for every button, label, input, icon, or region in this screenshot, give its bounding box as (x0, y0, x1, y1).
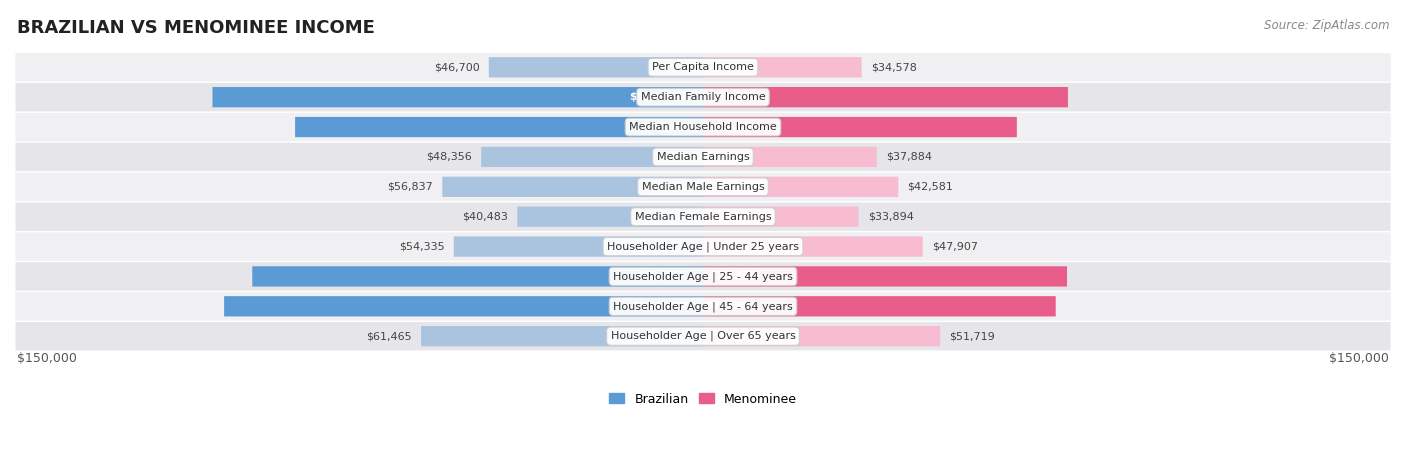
FancyBboxPatch shape (703, 147, 877, 167)
Text: $61,465: $61,465 (367, 331, 412, 341)
FancyBboxPatch shape (703, 57, 862, 78)
FancyBboxPatch shape (489, 57, 703, 78)
Text: Median Family Income: Median Family Income (641, 92, 765, 102)
Text: $46,700: $46,700 (434, 62, 479, 72)
Text: $106,942: $106,942 (630, 92, 688, 102)
Text: Source: ZipAtlas.com: Source: ZipAtlas.com (1264, 19, 1389, 32)
FancyBboxPatch shape (295, 117, 703, 137)
Text: Median Earnings: Median Earnings (657, 152, 749, 162)
Text: $56,837: $56,837 (388, 182, 433, 192)
FancyBboxPatch shape (15, 262, 1391, 290)
Text: $150,000: $150,000 (1329, 352, 1389, 365)
Text: Median Female Earnings: Median Female Earnings (634, 212, 772, 222)
FancyBboxPatch shape (443, 177, 703, 197)
Text: Householder Age | Over 65 years: Householder Age | Over 65 years (610, 331, 796, 341)
FancyBboxPatch shape (454, 236, 703, 257)
FancyBboxPatch shape (15, 292, 1391, 320)
FancyBboxPatch shape (703, 326, 941, 347)
FancyBboxPatch shape (703, 236, 922, 257)
FancyBboxPatch shape (15, 203, 1391, 231)
FancyBboxPatch shape (252, 266, 703, 287)
FancyBboxPatch shape (703, 206, 859, 227)
FancyBboxPatch shape (224, 296, 703, 317)
Text: $54,335: $54,335 (399, 241, 444, 252)
Text: $150,000: $150,000 (17, 352, 77, 365)
Text: $37,884: $37,884 (886, 152, 932, 162)
FancyBboxPatch shape (15, 173, 1391, 201)
Text: Householder Age | 45 - 64 years: Householder Age | 45 - 64 years (613, 301, 793, 311)
Text: $104,408: $104,408 (631, 301, 690, 311)
FancyBboxPatch shape (15, 143, 1391, 171)
Text: Per Capita Income: Per Capita Income (652, 62, 754, 72)
FancyBboxPatch shape (481, 147, 703, 167)
Text: $33,894: $33,894 (868, 212, 914, 222)
Text: Householder Age | Under 25 years: Householder Age | Under 25 years (607, 241, 799, 252)
Text: $98,267: $98,267 (636, 271, 686, 282)
Text: $68,423: $68,423 (699, 122, 749, 132)
FancyBboxPatch shape (420, 326, 703, 347)
FancyBboxPatch shape (15, 113, 1391, 141)
FancyBboxPatch shape (517, 206, 703, 227)
Text: $79,563: $79,563 (707, 92, 758, 102)
FancyBboxPatch shape (703, 87, 1069, 107)
Text: Median Male Earnings: Median Male Earnings (641, 182, 765, 192)
Text: $88,934: $88,934 (641, 122, 693, 132)
Text: $48,356: $48,356 (426, 152, 472, 162)
Text: Median Household Income: Median Household Income (628, 122, 778, 132)
Text: $40,483: $40,483 (463, 212, 508, 222)
FancyBboxPatch shape (703, 117, 1017, 137)
Text: $51,719: $51,719 (949, 331, 995, 341)
FancyBboxPatch shape (15, 233, 1391, 261)
Legend: Brazilian, Menominee: Brazilian, Menominee (605, 388, 801, 410)
FancyBboxPatch shape (15, 83, 1391, 111)
FancyBboxPatch shape (212, 87, 703, 107)
Text: $47,907: $47,907 (932, 241, 979, 252)
FancyBboxPatch shape (15, 53, 1391, 81)
Text: $42,581: $42,581 (907, 182, 953, 192)
FancyBboxPatch shape (703, 177, 898, 197)
Text: $34,578: $34,578 (870, 62, 917, 72)
Text: BRAZILIAN VS MENOMINEE INCOME: BRAZILIAN VS MENOMINEE INCOME (17, 19, 375, 37)
FancyBboxPatch shape (703, 296, 1056, 317)
Text: $79,358: $79,358 (707, 271, 758, 282)
Text: $76,903: $76,903 (706, 301, 756, 311)
FancyBboxPatch shape (15, 322, 1391, 350)
Text: Householder Age | 25 - 44 years: Householder Age | 25 - 44 years (613, 271, 793, 282)
FancyBboxPatch shape (703, 266, 1067, 287)
